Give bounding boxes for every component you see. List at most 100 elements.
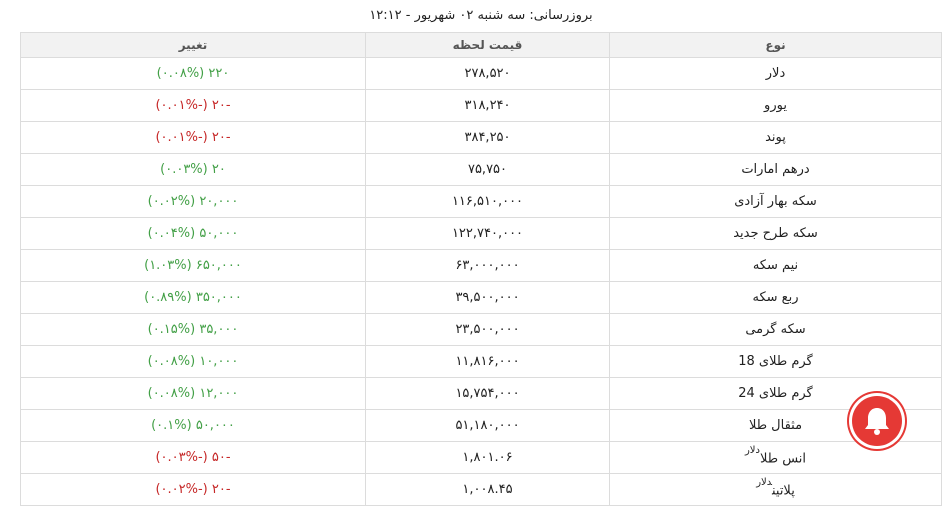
price-cell: ۶۳,۰۰۰,۰۰۰ bbox=[365, 249, 610, 282]
change-text: ۶۵۰,۰۰۰ (۱.۰۳%) bbox=[144, 258, 242, 273]
price-cell: ۳۱۸,۲۴۰ bbox=[365, 89, 610, 122]
type-text: درهم امارات bbox=[741, 162, 810, 177]
table-body: دلار ۲۷۸,۵۲۰ ۲۲۰ (۰.۰۸%) یورو ۳۱۸,۲۴۰ -۲۰ (-۰… bbox=[20, 57, 942, 506]
price-table: نوع قیمت لحظه تغییر دلار ۲۷۸,۵۲۰ ۲۲۰ (۰.۰۸… bbox=[20, 32, 942, 506]
price-text: ۲۷۸,۵۲۰ bbox=[464, 66, 511, 81]
price-cell: ۱۱,۸۱۶,۰۰۰ bbox=[365, 345, 610, 378]
price-cell: ۱۵,۷۵۴,۰۰۰ bbox=[365, 377, 610, 410]
price-cell: ۳۹,۵۰۰,۰۰۰ bbox=[365, 281, 610, 314]
table-row: پوند ۳۸۴,۲۵۰ -۲۰ (-۰.۰۱%) bbox=[20, 121, 942, 154]
price-text: ۳۸۴,۲۵۰ bbox=[464, 130, 511, 145]
type-cell: نیم سکه bbox=[609, 249, 942, 282]
change-text: -۵۰ (-۰.۰۳%) bbox=[155, 450, 231, 465]
type-text: سکه گرمی bbox=[745, 322, 806, 337]
price-text: ۱۱,۸۱۶,۰۰۰ bbox=[455, 354, 520, 369]
table-row: نیم سکه ۶۳,۰۰۰,۰۰۰ ۶۵۰,۰۰۰ (۱.۰۳%) bbox=[20, 249, 942, 282]
price-cell: ۷۵,۷۵۰ bbox=[365, 153, 610, 186]
price-text: ۳۹,۵۰۰,۰۰۰ bbox=[455, 290, 520, 305]
type-text: یورو bbox=[764, 98, 787, 113]
unit-text: دلار bbox=[744, 444, 760, 456]
change-text: ۲۰ (۰.۰۳%) bbox=[160, 162, 226, 177]
column-header: تغییر bbox=[20, 32, 366, 58]
table-row: گرم طلای 24 ۱۵,۷۵۴,۰۰۰ ۱۲,۰۰۰ (۰.۰۸%) bbox=[20, 377, 942, 410]
price-text: ۶۳,۰۰۰,۰۰۰ bbox=[455, 258, 520, 273]
type-cell: ربع سکه bbox=[609, 281, 942, 314]
change-cell: -۲۰ (-۰.۰۲%) bbox=[20, 473, 366, 506]
price-text: ۱,۰۰۸.۴۵ bbox=[462, 482, 513, 497]
type-text: گرم طلای 18 bbox=[738, 354, 813, 369]
type-cell: گرم طلای 18 bbox=[609, 345, 942, 378]
table-row: سکه طرح جدید ۱۲۲,۷۴۰,۰۰۰ ۵۰,۰۰۰ (۰.۰۴%) bbox=[20, 217, 942, 250]
change-cell: ۱۰,۰۰۰ (۰.۰۸%) bbox=[20, 345, 366, 378]
price-cell: ۱۱۶,۵۱۰,۰۰۰ bbox=[365, 185, 610, 218]
type-cell: سکه گرمی bbox=[609, 313, 942, 346]
type-cell: پوند bbox=[609, 121, 942, 154]
type-cell: یورو bbox=[609, 89, 942, 122]
price-text: ۲۳,۵۰۰,۰۰۰ bbox=[455, 322, 520, 337]
price-text: ۵۱,۱۸۰,۰۰۰ bbox=[455, 418, 520, 433]
price-text: ۱۲۲,۷۴۰,۰۰۰ bbox=[451, 226, 524, 241]
table-row: درهم امارات ۷۵,۷۵۰ ۲۰ (۰.۰۳%) bbox=[20, 153, 942, 186]
change-text: -۲۰ (-۰.۰۱%) bbox=[155, 98, 231, 113]
column-header: نوع bbox=[609, 32, 942, 58]
change-cell: ۳۵۰,۰۰۰ (۰.۸۹%) bbox=[20, 281, 366, 314]
change-cell: ۲۲۰ (۰.۰۸%) bbox=[20, 57, 366, 90]
table-row: یورو ۳۱۸,۲۴۰ -۲۰ (-۰.۰۱%) bbox=[20, 89, 942, 122]
change-cell: ۳۵,۰۰۰ (۰.۱۵%) bbox=[20, 313, 366, 346]
price-text: ۷۵,۷۵۰ bbox=[467, 162, 508, 177]
price-cell: ۳۸۴,۲۵۰ bbox=[365, 121, 610, 154]
type-cell: انس طلادلار bbox=[609, 441, 942, 474]
change-cell: ۲۰ (۰.۰۳%) bbox=[20, 153, 366, 186]
type-text: پلاتین bbox=[771, 483, 795, 499]
change-cell: -۲۰ (-۰.۰۱%) bbox=[20, 89, 366, 122]
change-text: -۲۰ (-۰.۰۲%) bbox=[155, 482, 231, 497]
price-cell: ۲۳,۵۰۰,۰۰۰ bbox=[365, 313, 610, 346]
type-text: مثقال طلا bbox=[748, 418, 803, 433]
table-header: نوع قیمت لحظه تغییر bbox=[20, 32, 942, 58]
table-row: سکه بهار آزادی ۱۱۶,۵۱۰,۰۰۰ ۲۰,۰۰۰ (۰.۰۲%) bbox=[20, 185, 942, 218]
type-cell: پلاتیندلار bbox=[609, 473, 942, 506]
change-cell: ۵۰,۰۰۰ (۰.۰۴%) bbox=[20, 217, 366, 250]
type-text: دلار bbox=[765, 66, 786, 81]
type-text: گرم طلای 24 bbox=[738, 386, 813, 401]
change-text: ۲۲۰ (۰.۰۸%) bbox=[156, 66, 230, 81]
price-cell: ۵۱,۱۸۰,۰۰۰ bbox=[365, 409, 610, 442]
change-text: ۱۲,۰۰۰ (۰.۰۸%) bbox=[147, 386, 239, 401]
price-text: ۳۱۸,۲۴۰ bbox=[464, 98, 511, 113]
type-cell: سکه بهار آزادی bbox=[609, 185, 942, 218]
change-text: ۱۰,۰۰۰ (۰.۰۸%) bbox=[147, 354, 239, 369]
price-text: ۱۵,۷۵۴,۰۰۰ bbox=[455, 386, 520, 401]
table-row: سکه گرمی ۲۳,۵۰۰,۰۰۰ ۳۵,۰۰۰ (۰.۱۵%) bbox=[20, 313, 942, 346]
type-text: انس طلا bbox=[759, 451, 807, 467]
change-cell: ۵۰,۰۰۰ (۰.۱%) bbox=[20, 409, 366, 442]
change-text: ۵۰,۰۰۰ (۰.۰۴%) bbox=[147, 226, 239, 241]
bell-icon bbox=[865, 408, 889, 435]
change-text: ۳۵,۰۰۰ (۰.۱۵%) bbox=[147, 322, 239, 337]
type-text: پوند bbox=[765, 130, 786, 145]
price-cell: ۱۲۲,۷۴۰,۰۰۰ bbox=[365, 217, 610, 250]
type-text: ربع سکه bbox=[752, 290, 799, 305]
change-text: -۲۰ (-۰.۰۱%) bbox=[155, 130, 231, 145]
header-row: نوع قیمت لحظه تغییر bbox=[20, 32, 942, 58]
price-text: ۱,۸۰۱.۰۶ bbox=[462, 450, 513, 465]
price-text: ۱۱۶,۵۱۰,۰۰۰ bbox=[451, 194, 524, 209]
price-cell: ۱,۰۰۸.۴۵ bbox=[365, 473, 610, 506]
price-cell: ۱,۸۰۱.۰۶ bbox=[365, 441, 610, 474]
type-text: سکه بهار آزادی bbox=[734, 194, 817, 209]
table-row: ربع سکه ۳۹,۵۰۰,۰۰۰ ۳۵۰,۰۰۰ (۰.۸۹%) bbox=[20, 281, 942, 314]
change-cell: ۶۵۰,۰۰۰ (۱.۰۳%) bbox=[20, 249, 366, 282]
table-row: مثقال طلا ۵۱,۱۸۰,۰۰۰ ۵۰,۰۰۰ (۰.۱%) bbox=[20, 409, 942, 442]
type-text: سکه طرح جدید bbox=[733, 226, 818, 241]
table-row: پلاتیندلار ۱,۰۰۸.۴۵ -۲۰ (-۰.۰۲%) bbox=[20, 473, 942, 506]
column-header: قیمت لحظه bbox=[365, 32, 610, 58]
unit-text: دلار bbox=[756, 476, 772, 488]
table-row: گرم طلای 18 ۱۱,۸۱۶,۰۰۰ ۱۰,۰۰۰ (۰.۰۸%) bbox=[20, 345, 942, 378]
price-cell: ۲۷۸,۵۲۰ bbox=[365, 57, 610, 90]
update-title: بروزرسانی: سه شنبه ۰۲ شهریور - ۱۲:۱۲ bbox=[369, 8, 593, 23]
change-cell: -۲۰ (-۰.۰۱%) bbox=[20, 121, 366, 154]
change-text: ۵۰,۰۰۰ (۰.۱%) bbox=[151, 418, 235, 433]
change-cell: ۲۰,۰۰۰ (۰.۰۲%) bbox=[20, 185, 366, 218]
notification-bell[interactable] bbox=[852, 396, 902, 446]
change-text: ۲۰,۰۰۰ (۰.۰۲%) bbox=[147, 194, 239, 209]
